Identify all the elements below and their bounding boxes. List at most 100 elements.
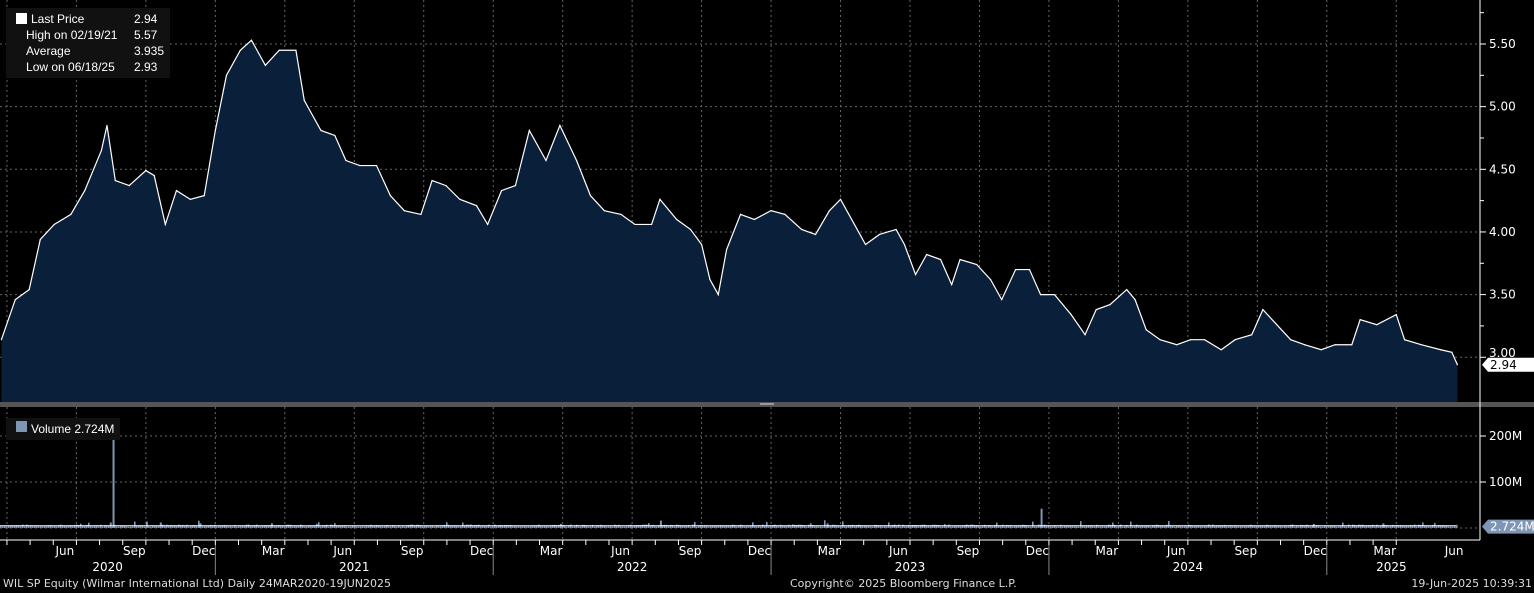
volume-bar: [802, 525, 804, 528]
volume-bar: [418, 524, 420, 528]
price-point: [1359, 319, 1361, 321]
volume-bar: [836, 525, 838, 528]
volume-bar: [1376, 524, 1378, 528]
volume-bar: [1310, 526, 1312, 528]
volume-bar: [90, 525, 92, 528]
volume-bar: [1148, 525, 1150, 528]
volume-bar: [238, 526, 240, 528]
volume-bar: [1448, 526, 1450, 528]
volume-bar: [426, 525, 428, 528]
volume-bar: [168, 525, 170, 528]
volume-bar: [174, 525, 176, 528]
volume-bar: [1134, 526, 1136, 528]
volume-bar: [858, 524, 860, 528]
volume-bar: [1304, 525, 1306, 528]
volume-bar: [98, 526, 100, 528]
volume-bar: [582, 524, 584, 528]
volume-bar: [1432, 524, 1434, 528]
volume-bar: [534, 525, 536, 528]
volume-bar: [840, 525, 842, 528]
volume-bar: [1012, 526, 1014, 528]
volume-bar: [104, 525, 106, 528]
volume-bar: [1062, 526, 1064, 528]
volume-bar: [1132, 526, 1134, 528]
volume-bar: [498, 525, 500, 528]
volume-bar: [1278, 525, 1280, 528]
volume-bar: [472, 525, 474, 528]
volume-bar: [688, 525, 690, 528]
price-tick-label: 3.00: [1489, 346, 1516, 360]
volume-bar: [674, 526, 676, 528]
volume-bar: [994, 524, 996, 528]
volume-bar: [1248, 525, 1250, 528]
volume-bar: [1210, 525, 1212, 528]
volume-bar: [194, 525, 196, 528]
volume-bar: [370, 524, 372, 528]
volume-bar: [1258, 525, 1260, 528]
volume-spike-bar: [145, 521, 148, 528]
volume-bar: [490, 526, 492, 528]
price-tick-label: 4.00: [1489, 225, 1516, 239]
volume-bar: [486, 526, 488, 528]
volume-bar: [1324, 525, 1326, 528]
price-point: [359, 164, 361, 167]
price-point: [106, 124, 108, 127]
price-point: [1262, 309, 1264, 311]
volume-bar: [1302, 525, 1304, 528]
volume-bar: [828, 526, 830, 528]
price-point: [1251, 334, 1253, 336]
volume-bar: [576, 524, 578, 528]
volume-bar: [1106, 526, 1108, 528]
volume-bar: [1428, 526, 1430, 528]
volume-bar: [804, 525, 806, 528]
volume-bar: [1108, 524, 1110, 528]
volume-bar: [186, 524, 188, 528]
volume-bar: [594, 526, 596, 528]
volume-bar: [1016, 525, 1018, 528]
volume-bar: [1142, 525, 1144, 528]
volume-bar: [1270, 525, 1272, 528]
volume-bar: [1120, 524, 1122, 528]
volume-bar: [968, 525, 970, 528]
volume-bar: [142, 526, 144, 528]
volume-bar: [474, 525, 476, 528]
volume-bar: [1228, 525, 1230, 528]
volume-bar: [244, 525, 246, 528]
volume-bar: [714, 525, 716, 528]
volume-bar: [1018, 526, 1020, 528]
average-value: 3.935: [134, 44, 165, 58]
price-point: [1420, 344, 1422, 346]
volume-bar: [188, 526, 190, 528]
price-point: [989, 278, 992, 281]
volume-bar: [122, 525, 124, 528]
volume-bar: [62, 525, 64, 528]
volume-bar: [1366, 525, 1368, 528]
price-point: [959, 258, 961, 261]
volume-bar: [770, 525, 772, 528]
volume-bar: [900, 526, 902, 528]
volume-bar: [78, 525, 80, 528]
volume-bar: [1446, 525, 1448, 528]
price-point: [1234, 339, 1236, 341]
volume-bar: [1222, 525, 1224, 528]
volume-bar: [126, 526, 128, 528]
price-point: [545, 159, 547, 162]
volume-bar: [934, 524, 936, 528]
volume-bar: [742, 525, 744, 528]
volume-bar: [1332, 525, 1334, 528]
volume-bar: [32, 526, 34, 528]
volume-bar: [584, 524, 586, 528]
volume-bar: [886, 526, 888, 528]
volume-bar: [156, 525, 158, 528]
volume-bar: [816, 526, 818, 528]
volume-bar: [986, 526, 988, 528]
volume-bar: [552, 524, 554, 528]
volume-bar: [988, 525, 990, 528]
price-point: [1159, 339, 1161, 341]
volume-bar: [546, 525, 548, 528]
volume-bar: [614, 524, 616, 528]
volume-bar: [480, 526, 482, 528]
price-point: [114, 179, 116, 182]
volume-bar: [306, 526, 308, 528]
